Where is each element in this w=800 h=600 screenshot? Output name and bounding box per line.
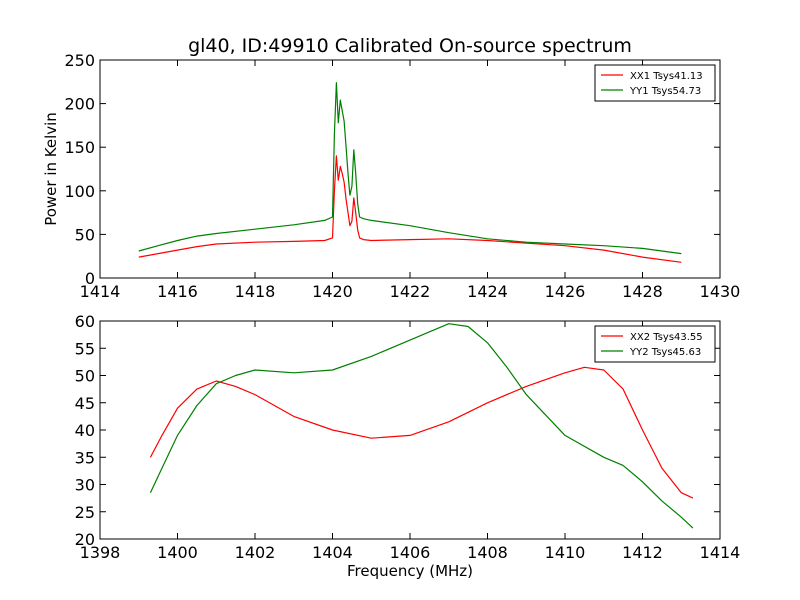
top-legend-label-1: XX1 Tsys41.13 — [630, 71, 703, 82]
bottom-y-tick-label: 55 — [75, 339, 95, 358]
top-x-tick-label: 1430 — [700, 282, 741, 301]
bottom-y-tick-label: 45 — [75, 394, 95, 413]
bottom-x-tick-label: 1400 — [157, 543, 198, 562]
top-x-tick-label: 1426 — [545, 282, 586, 301]
bottom-x-tick-label: 1414 — [700, 543, 741, 562]
top-legend-label-2: YY1 Tsys54.73 — [629, 86, 701, 97]
bottom-series-line-1 — [149, 366, 694, 499]
chart-title: gl40, ID:49910 Calibrated On-source spec… — [188, 35, 632, 57]
bottom-panel: 1398 1400 1402 1404 1406 1408 1410 1412 1414 20 25… — [75, 312, 741, 580]
top-y-axis-label: Power in Kelvin — [42, 112, 60, 226]
bottom-y-tick-label: 20 — [75, 530, 95, 549]
top-legend: XX1 Tsys41.13 YY1 Tsys54.73 — [594, 64, 716, 102]
top-x-tick-label: 1428 — [622, 282, 663, 301]
bottom-x-tick-label: 1410 — [545, 543, 586, 562]
top-y-tick-label: 0 — [85, 269, 95, 288]
top-y-tick-label: 100 — [64, 182, 95, 201]
top-x-tick-label: 1424 — [467, 282, 508, 301]
top-series-line-2 — [138, 82, 682, 255]
top-x-tick-label: 1416 — [157, 282, 198, 301]
bottom-x-tick-label: 1404 — [312, 543, 353, 562]
bottom-legend: XX2 Tsys43.55 YY2 Tsys45.63 — [594, 325, 716, 363]
bottom-legend-label-2: YY2 Tsys45.63 — [629, 347, 701, 358]
top-x-tick-label: 1420 — [312, 282, 353, 301]
top-y-tick-label: 50 — [75, 225, 95, 244]
top-y-tick-label: 150 — [64, 138, 95, 157]
top-legend-box — [594, 64, 716, 102]
bottom-series-line-2 — [149, 323, 694, 529]
bottom-x-tick-label: 1398 — [80, 543, 121, 562]
bottom-x-tick-label: 1406 — [390, 543, 431, 562]
top-x-tick-label: 1418 — [235, 282, 276, 301]
top-y-tick-label: 200 — [64, 95, 95, 114]
top-y-tick-label: 250 — [64, 51, 95, 70]
top-x-tick-label: 1414 — [80, 282, 121, 301]
bottom-y-tick-label: 25 — [75, 503, 95, 522]
bottom-x-tick-label: 1412 — [622, 543, 663, 562]
bottom-y-tick-label: 30 — [75, 476, 95, 495]
bottom-legend-label-1: XX2 Tsys43.55 — [630, 332, 703, 343]
bottom-y-tick-label: 60 — [75, 312, 95, 331]
top-x-tick-label: 1422 — [390, 282, 431, 301]
bottom-x-axis-label: Frequency (MHz) — [347, 562, 473, 580]
top-series-line-1 — [138, 155, 682, 263]
bottom-x-tick-label: 1402 — [235, 543, 276, 562]
bottom-y-tick-label: 35 — [75, 448, 95, 467]
bottom-y-tick-label: 40 — [75, 421, 95, 440]
bottom-y-tick-label: 50 — [75, 367, 95, 386]
top-panel: gl40, ID:49910 Calibrated On-source spec… — [42, 35, 740, 301]
bottom-legend-box — [594, 325, 716, 363]
bottom-x-tick-label: 1408 — [467, 543, 508, 562]
